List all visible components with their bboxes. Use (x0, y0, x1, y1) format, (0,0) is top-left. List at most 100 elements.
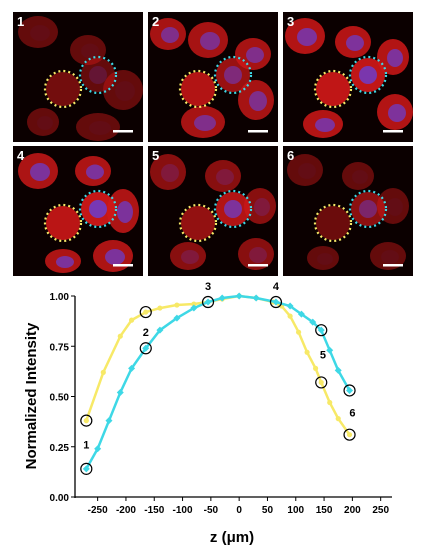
highlight-marker-6 (343, 384, 356, 397)
tracked-nucleus-cyan (359, 200, 377, 218)
series-1-point (117, 333, 123, 339)
cell (205, 160, 241, 192)
slice-number-label: 4 (273, 281, 280, 293)
yellow-dotted-circle (313, 203, 353, 243)
cell-nucleus (381, 250, 399, 264)
series-1-point (83, 418, 89, 424)
tracked-cell-cyan (351, 192, 385, 226)
cyan-dotted-circle (213, 55, 253, 95)
x-tick-label: -200 (116, 505, 136, 516)
cell-nucleus (89, 121, 111, 135)
cell-nucleus (352, 170, 368, 184)
highlight-marker-2 (139, 342, 152, 355)
cell (76, 113, 120, 141)
series-2-point (334, 366, 342, 374)
cell-nucleus (56, 256, 74, 268)
cyan-dotted-circle (78, 55, 118, 95)
cell (70, 35, 106, 65)
series-2-point (142, 344, 150, 352)
tracked-cell-yellow (316, 72, 350, 106)
cell-nucleus (216, 169, 234, 185)
series-2-point (204, 298, 212, 306)
series-line-1 (85, 294, 351, 436)
cell-nucleus (161, 27, 179, 43)
series-1-point (287, 313, 293, 319)
cell (18, 16, 58, 48)
highlight-marker-1 (80, 462, 93, 475)
tracked-cell-yellow (181, 206, 215, 240)
highlight-marker-1 (80, 414, 93, 427)
series-2-point (173, 314, 181, 322)
slice-number-label: 2 (143, 327, 149, 339)
x-axis-label: z (μm) (210, 529, 254, 546)
series-1-point (129, 317, 135, 323)
x-tick-label: 100 (287, 505, 304, 516)
panel-background (13, 12, 143, 142)
series-2-point (309, 318, 317, 326)
cell-nucleus (200, 32, 220, 50)
cyan-dotted-circle (78, 189, 118, 229)
cell-nucleus (346, 35, 364, 51)
scale-bar (383, 264, 403, 267)
highlight-marker-2 (139, 305, 152, 319)
x-tick-label: 150 (316, 505, 333, 516)
y-tick-label: 0.00 (50, 493, 70, 504)
cell-nucleus (194, 115, 216, 131)
cell-nucleus (387, 49, 403, 67)
cell-nucleus (298, 163, 316, 179)
highlight-marker-5 (315, 376, 328, 389)
series-2-point (94, 445, 102, 453)
cell (244, 188, 276, 224)
panel-background (283, 146, 413, 276)
microscopy-panel-1: 1 (13, 12, 143, 142)
yellow-dotted-circle (178, 69, 218, 109)
cell (103, 70, 143, 110)
slice-number-label: 6 (349, 408, 355, 420)
panel-number-label: 2 (152, 14, 160, 29)
cell (170, 242, 206, 270)
series-2-point (326, 346, 334, 354)
panel-number-label: 6 (287, 148, 295, 163)
cell-nucleus (254, 198, 270, 216)
cell-nucleus (297, 28, 317, 46)
series-2-point (286, 302, 294, 310)
series-2-point (190, 304, 198, 312)
tracked-cell-cyan (81, 58, 115, 92)
tracked-cell-yellow (46, 206, 80, 240)
scale-bar (248, 264, 268, 267)
scale-bar (383, 130, 403, 133)
cell-nucleus (387, 198, 403, 216)
series-2-point (218, 294, 226, 302)
cell-nucleus (181, 250, 199, 264)
y-tick-label: 1.00 (50, 292, 70, 303)
series-2-point (116, 388, 124, 396)
x-tick-label: -250 (88, 505, 108, 516)
cell-nucleus (115, 81, 135, 101)
panel-number-label: 1 (17, 14, 25, 29)
cell (370, 242, 406, 270)
chart-axes: -250 -200 -150 -100 -50 0 50 100 150 200 250 0.00 0.… (50, 292, 392, 516)
highlight-marker-6 (343, 428, 356, 441)
x-tick-label: 250 (372, 505, 389, 516)
panel-number-label: 4 (17, 148, 25, 163)
highlight-marker-3 (201, 295, 215, 309)
cell (307, 246, 339, 270)
cell (238, 238, 274, 270)
series-1-point (327, 399, 333, 406)
y-tick-label: 0.50 (50, 393, 70, 404)
cyan-dotted-circle (348, 189, 388, 229)
cell-nucleus (388, 104, 406, 122)
cell-nucleus (105, 249, 125, 265)
microscopy-panel-3: 3 (283, 12, 413, 142)
series-2-point (297, 310, 305, 318)
series-2-point (346, 386, 354, 394)
y-axis-label: Normalized Intensity (23, 322, 40, 469)
series-1-point (100, 369, 106, 375)
tracked-cell-yellow (316, 206, 350, 240)
microscopy-image-6 (283, 146, 413, 276)
cell-nucleus (249, 91, 267, 111)
cell-nucleus (246, 47, 264, 63)
cyan-dotted-circle (348, 55, 388, 95)
series-1-point (157, 305, 163, 311)
cell-nucleus (315, 118, 335, 132)
